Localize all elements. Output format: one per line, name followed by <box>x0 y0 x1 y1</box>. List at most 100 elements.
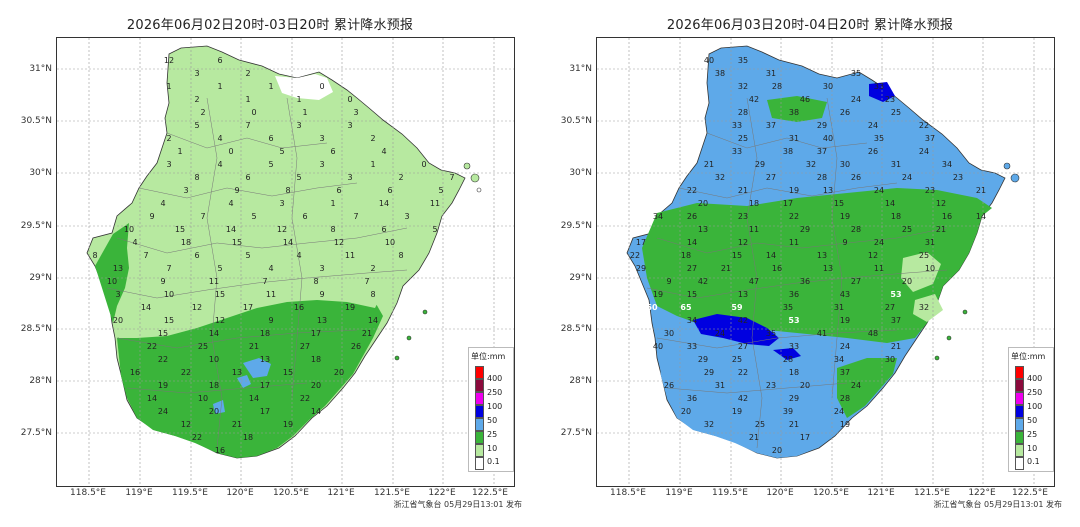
left-legend-swatch-25 <box>475 418 484 431</box>
left-legend: 单位:mm 400 250 100 50 25 10 0.1 <box>468 347 514 472</box>
right-station-value: 28 <box>772 82 782 91</box>
left-station-value: 26 <box>351 342 361 351</box>
left-station-value: 8 <box>330 225 335 234</box>
left-station-value: 1 <box>296 95 301 104</box>
left-station-value: 16 <box>215 446 225 455</box>
left-xtick-121-5: 121.5°E <box>374 488 410 498</box>
right-station-value: 33 <box>687 342 697 351</box>
left-station-value: 9 <box>268 316 273 325</box>
right-station-value: 14 <box>766 251 776 260</box>
left-station-value: 2 <box>398 173 403 182</box>
right-station-value: 31 <box>789 134 799 143</box>
right-ytick-31: 31°N <box>569 64 592 74</box>
left-station-value: 4 <box>217 134 222 143</box>
left-station-value: 18 <box>311 355 321 364</box>
right-station-value: 25 <box>755 420 765 429</box>
left-station-value: 3 <box>183 186 188 195</box>
right-map-title: 2026年06月03日20时-04日20时 累计降水预报 <box>666 18 954 33</box>
left-station-value: 0 <box>319 82 324 91</box>
right-station-value: 26 <box>664 381 674 390</box>
right-station-value: 19 <box>840 212 850 221</box>
left-station-value: 22 <box>192 433 202 442</box>
right-ytick-28: 28°N <box>569 376 592 386</box>
right-station-value: 17 <box>636 238 646 247</box>
left-rain-50-patch-3 <box>213 400 225 414</box>
left-station-value: 11 <box>266 290 276 299</box>
right-xtick-119-5: 119.5°E <box>712 488 748 498</box>
left-station-value: 6 <box>194 251 199 260</box>
right-issuer-note: 浙江省气象台 05月29日13:01 发布 <box>933 500 1063 509</box>
right-station-value: 24 <box>868 121 878 130</box>
right-station-value: 13 <box>823 186 833 195</box>
right-station-value: 32 <box>715 173 725 182</box>
left-station-value: 15 <box>215 290 225 299</box>
right-station-value: 35 <box>738 56 748 65</box>
left-station-value: 17 <box>243 303 253 312</box>
right-legend-swatch-100 <box>1015 392 1024 405</box>
right-station-value: 20 <box>902 277 912 286</box>
left-station-value: 14 <box>311 407 321 416</box>
left-station-value: 17 <box>311 329 321 338</box>
left-station-value: 19 <box>345 303 355 312</box>
left-station-value: 2 <box>200 108 205 117</box>
right-station-value: 31 <box>891 160 901 169</box>
left-station-value: 20 <box>334 368 344 377</box>
left-station-value: 4 <box>228 199 233 208</box>
left-station-value: 16 <box>130 368 140 377</box>
left-station-value: 1 <box>217 82 222 91</box>
right-station-value: 18 <box>789 368 799 377</box>
left-station-value: 13 <box>113 264 123 273</box>
left-station-value: 1 <box>166 82 171 91</box>
left-forecast-panel: 2026年06月02日20时-03日20时 累计降水预报 31°N 30.5°N… <box>20 18 522 509</box>
left-station-value: 7 <box>200 212 205 221</box>
left-station-value: 2 <box>166 134 171 143</box>
left-station-value: 7 <box>262 277 267 286</box>
left-station-value: 10 <box>107 277 117 286</box>
right-station-value: 32 <box>919 303 929 312</box>
right-station-value: 40 <box>653 342 663 351</box>
right-legend-swatch-10 <box>1015 431 1024 444</box>
right-ytick-28-5: 28.5°N <box>560 324 592 334</box>
right-station-value: 21 <box>891 342 901 351</box>
left-station-value: 15 <box>175 225 185 234</box>
right-station-value: 21 <box>738 186 748 195</box>
left-rain-25-west <box>95 223 129 323</box>
left-ytick-28: 28°N <box>29 376 52 386</box>
left-station-value: 14 <box>249 394 259 403</box>
right-station-value: 27 <box>766 173 776 182</box>
right-station-value: 28 <box>783 355 793 364</box>
left-station-value: 1 <box>177 147 182 156</box>
left-station-value: 0 <box>347 95 352 104</box>
right-legend-250: 250 <box>1027 388 1043 397</box>
left-station-value: 8 <box>194 173 199 182</box>
left-station-value: 5 <box>217 264 222 273</box>
right-station-value: 29 <box>704 368 714 377</box>
left-station-value: 2 <box>370 134 375 143</box>
right-station-value: 11 <box>749 225 759 234</box>
right-station-value: 16 <box>772 264 782 273</box>
left-station-value: 6 <box>302 212 307 221</box>
left-station-value: 2 <box>245 69 250 78</box>
left-ytick-28-5: 28.5°N <box>20 324 52 334</box>
right-station-value: 18 <box>749 199 759 208</box>
right-station-value: 46 <box>800 95 810 104</box>
left-station-value: 8 <box>370 290 375 299</box>
left-station-value: 25 <box>198 342 208 351</box>
right-station-value: 31 <box>766 69 776 78</box>
right-station-value: 35 <box>851 69 861 78</box>
left-station-value: 18 <box>181 238 191 247</box>
left-station-value: 19 <box>158 381 168 390</box>
right-station-value: 22 <box>630 251 640 260</box>
left-map-svg: 12 63 21 1 1 02 1 1 02 0 1 35 7 3 32 4 6 3 21 0 5 6 43 4 5 3 1 08 6 5… <box>57 38 514 486</box>
right-station-value: 27 <box>687 264 697 273</box>
left-station-value: 14 <box>209 329 219 338</box>
right-ytick-29: 29°N <box>569 273 592 283</box>
right-station-value: 29 <box>817 121 827 130</box>
left-station-value: 3 <box>347 121 352 130</box>
right-station-value: 24 <box>874 186 884 195</box>
right-station-value: 19 <box>732 407 742 416</box>
right-station-value: 38 <box>715 69 725 78</box>
left-station-value: 22 <box>147 342 157 351</box>
left-station-value: 17 <box>260 381 270 390</box>
left-station-value: 1 <box>268 82 273 91</box>
